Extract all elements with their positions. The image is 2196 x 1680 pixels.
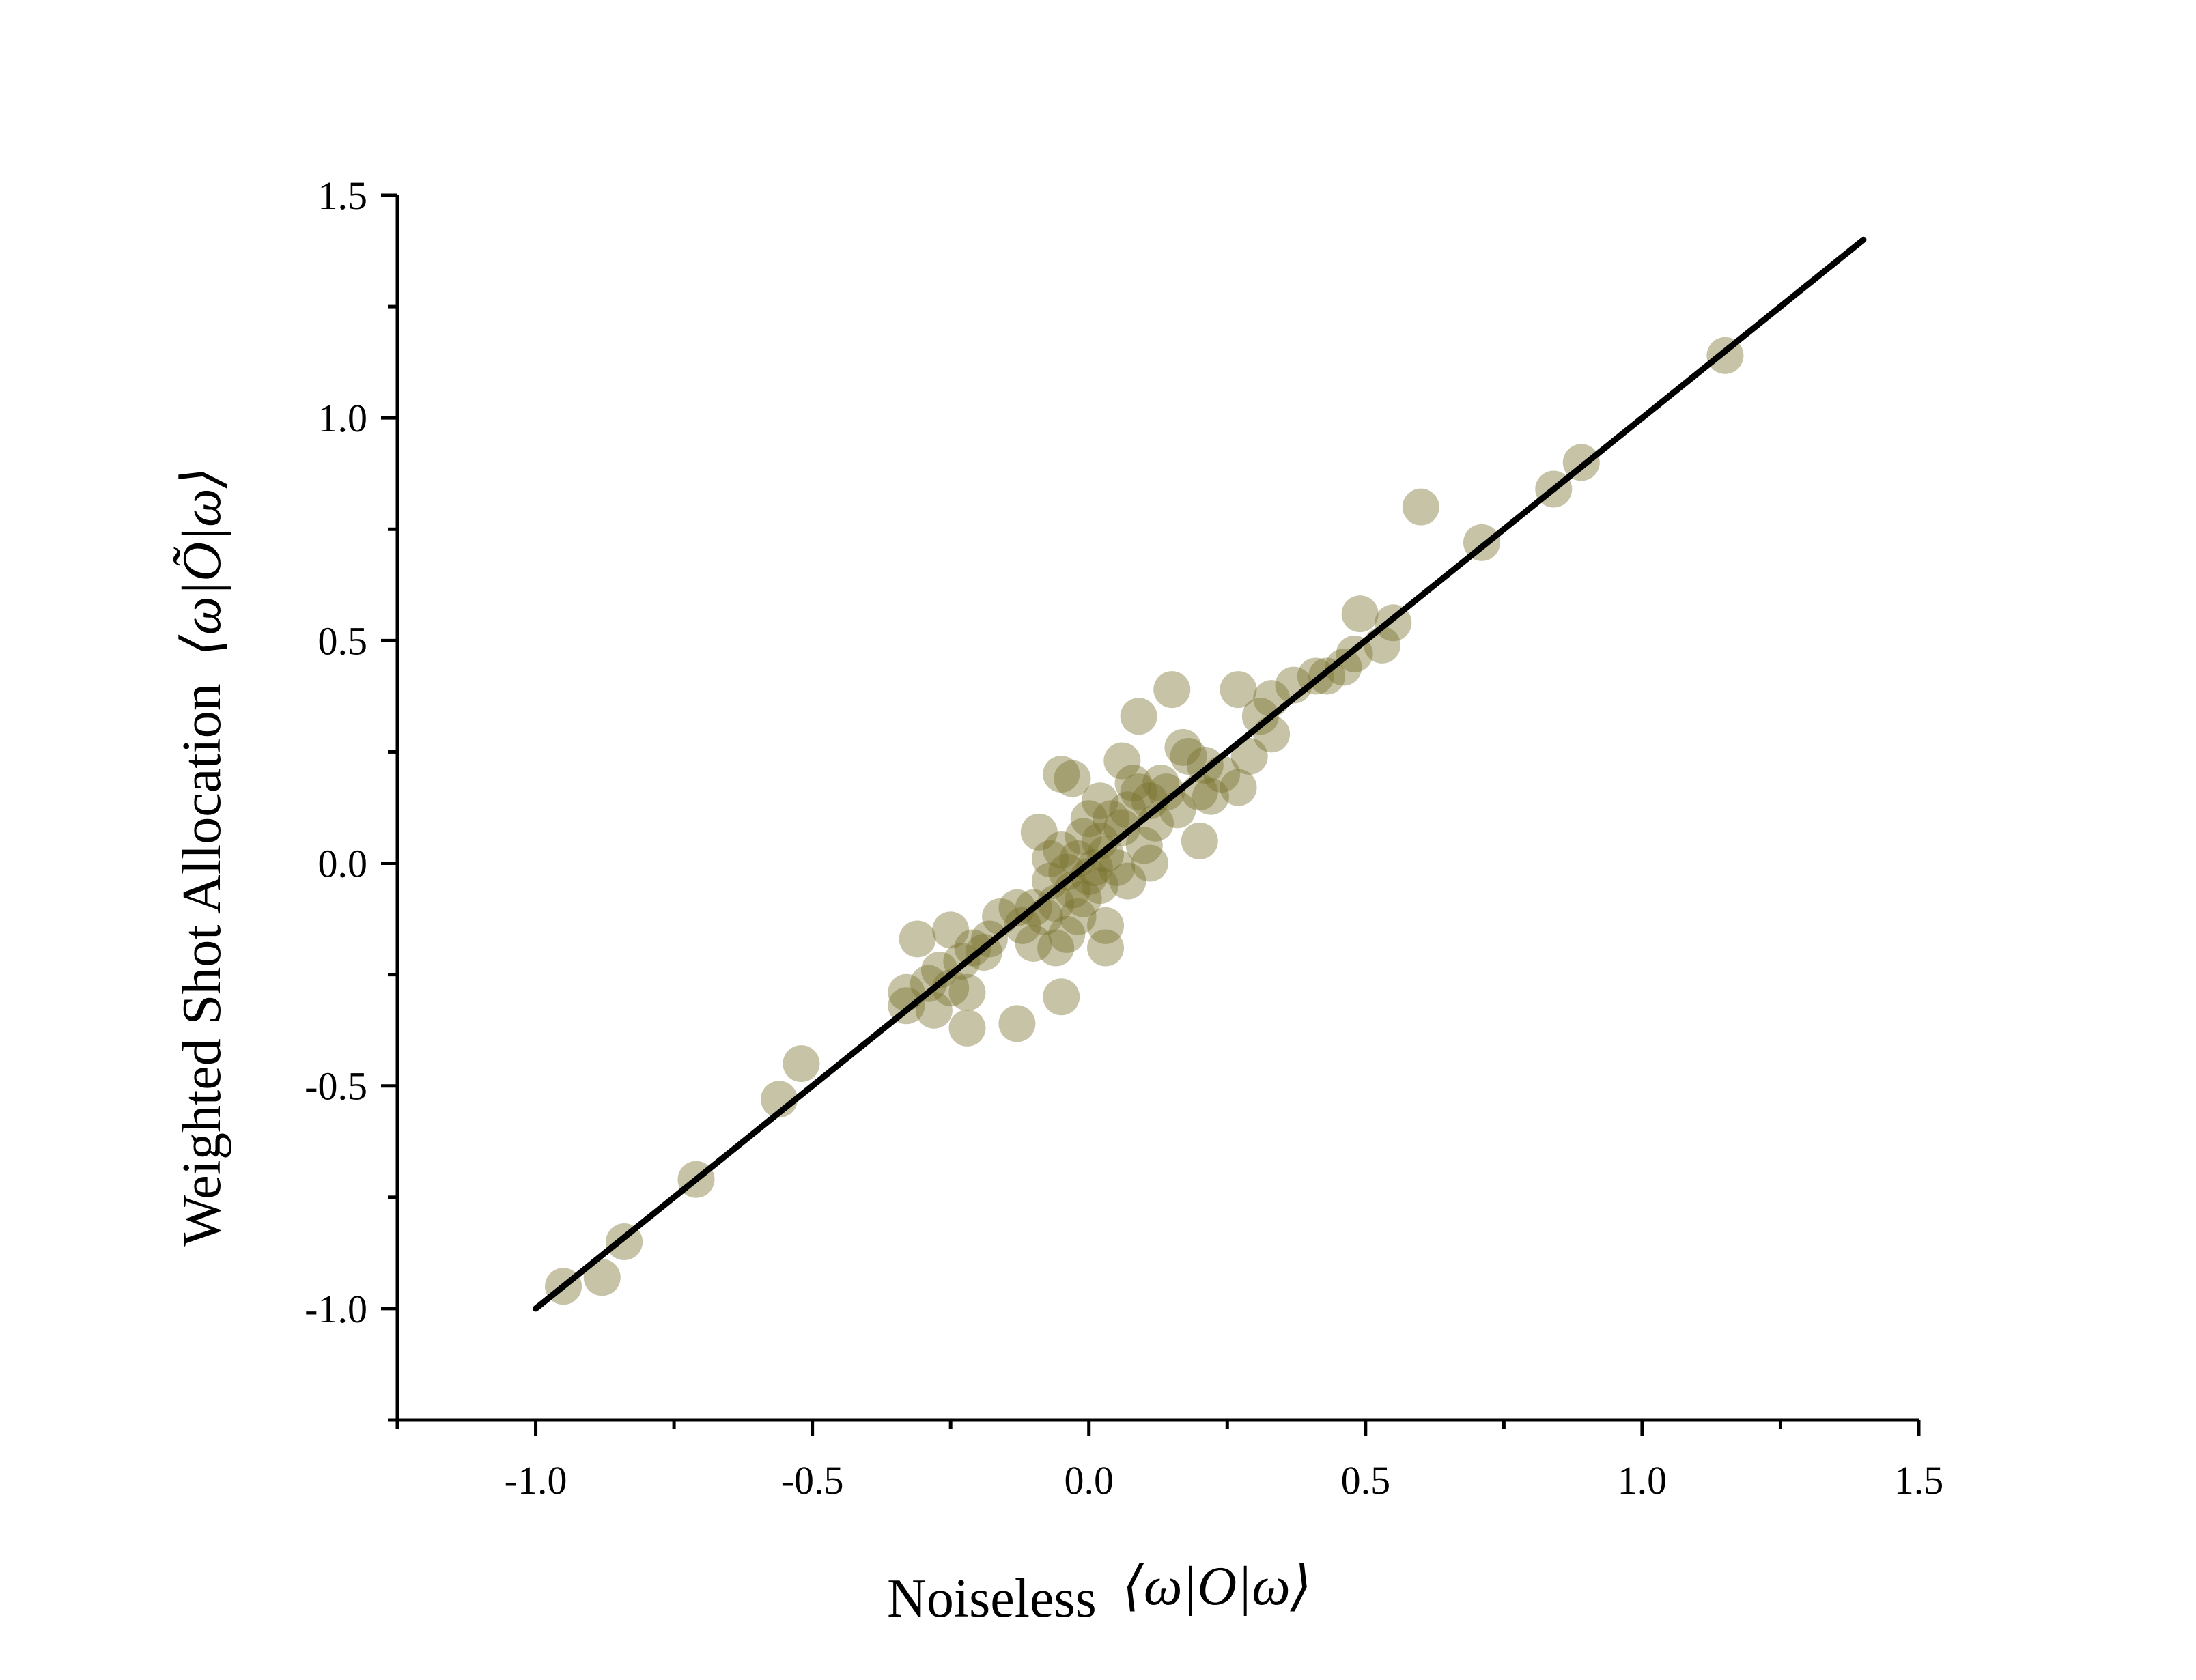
scatter-point [1164, 728, 1202, 766]
scatter-point [1230, 737, 1268, 775]
scatter-point [1054, 760, 1091, 797]
scatter-point [948, 973, 986, 1011]
scatter-point [1043, 978, 1080, 1016]
scatter-point [899, 920, 936, 958]
x-tick-label: 1.5 [1894, 1458, 1944, 1503]
scatter-point [1241, 698, 1279, 735]
scatter-point [1153, 671, 1191, 709]
y-axis-title-text: Weighted Shot Allocation [172, 683, 232, 1247]
y-axis-title: Weighted Shot Allocation ⟨ω|Õ|ω⟩ [172, 467, 232, 1247]
scatter-point [1020, 813, 1058, 851]
scatter-point [1087, 929, 1125, 967]
scatter-point [1087, 907, 1125, 944]
y-tick-label: -1.0 [305, 1287, 367, 1331]
y-axis-title-math: ⟨ω|Õ|ω⟩ [172, 467, 232, 656]
scatter-point [954, 929, 991, 967]
scatter-point [1120, 698, 1157, 735]
x-tick-label: -0.5 [781, 1458, 844, 1503]
scatter-point [1043, 831, 1080, 868]
scatter-point [1065, 880, 1102, 917]
scatter-point [1043, 756, 1080, 793]
x-tick-label: 0.0 [1064, 1458, 1114, 1503]
scatter-point [1032, 840, 1069, 878]
y-tick-label: 0.5 [318, 618, 368, 663]
x-axis-ticks: -1.0 -0.5 0.0 0.5 1.0 1.5 [395, 1420, 1944, 1503]
scatter-point [1037, 929, 1075, 967]
fit-line [533, 236, 1867, 1312]
scatter-point [1015, 924, 1052, 962]
scatter-point [1402, 488, 1439, 526]
x-tick-label: -1.0 [505, 1458, 567, 1503]
scatter-point [1341, 595, 1379, 633]
y-tick-label: 1.0 [318, 396, 368, 440]
data-points [545, 337, 1744, 1305]
scatter-point [1070, 800, 1108, 838]
scatter-point [998, 1005, 1036, 1042]
scatter-point [1120, 773, 1157, 811]
scatter-point [1103, 742, 1141, 780]
scatter-point [583, 1259, 621, 1296]
scatter-point [1192, 778, 1229, 815]
scatter-point [1109, 791, 1146, 829]
y-tick-label: 1.5 [318, 173, 368, 218]
scatter-point [1131, 844, 1168, 882]
scatter-point [1059, 898, 1097, 935]
scatter-point [1081, 867, 1118, 905]
x-tick-label: 1.0 [1618, 1458, 1667, 1503]
x-axis-title-text: Noiseless [887, 1569, 1097, 1629]
scatter-point [1220, 671, 1257, 709]
scatter-point [932, 911, 970, 949]
scatter-point [1125, 827, 1163, 864]
scatter-point [1325, 649, 1362, 686]
scatter-point [1103, 809, 1141, 846]
x-tick-label: 0.5 [1341, 1458, 1391, 1503]
y-tick-label: 0.0 [318, 842, 368, 886]
scatter-point [948, 1009, 986, 1047]
scatter-point [1093, 800, 1130, 838]
y-axis-ticks: -1.0 -0.5 0.0 0.5 1.0 1.5 [305, 173, 397, 1422]
scatter-point [1142, 765, 1180, 802]
scatter-point [1065, 818, 1102, 855]
scatter-point [1109, 862, 1146, 900]
scatter-point [1220, 769, 1257, 806]
scatter-point [915, 991, 953, 1029]
scatter-point [1181, 822, 1218, 859]
x-axis-title: Noiseless ⟨ω|O|ω⟩ [887, 1556, 1312, 1629]
scatter-point [1148, 773, 1185, 811]
y-tick-label: -0.5 [305, 1064, 367, 1109]
scatter-point [1170, 737, 1207, 775]
scatter-point [1075, 849, 1113, 887]
scatter-point [783, 1045, 820, 1083]
scatter-point [1004, 907, 1041, 944]
scatter-point [1114, 765, 1152, 802]
scatter-point [1081, 782, 1118, 820]
scatter-point [1098, 849, 1136, 887]
x-axis-title-math: ⟨ω|O|ω⟩ [1123, 1556, 1312, 1617]
scatter-point [1048, 853, 1086, 891]
scatter-point [910, 965, 947, 1002]
scatter-point [1048, 915, 1086, 953]
